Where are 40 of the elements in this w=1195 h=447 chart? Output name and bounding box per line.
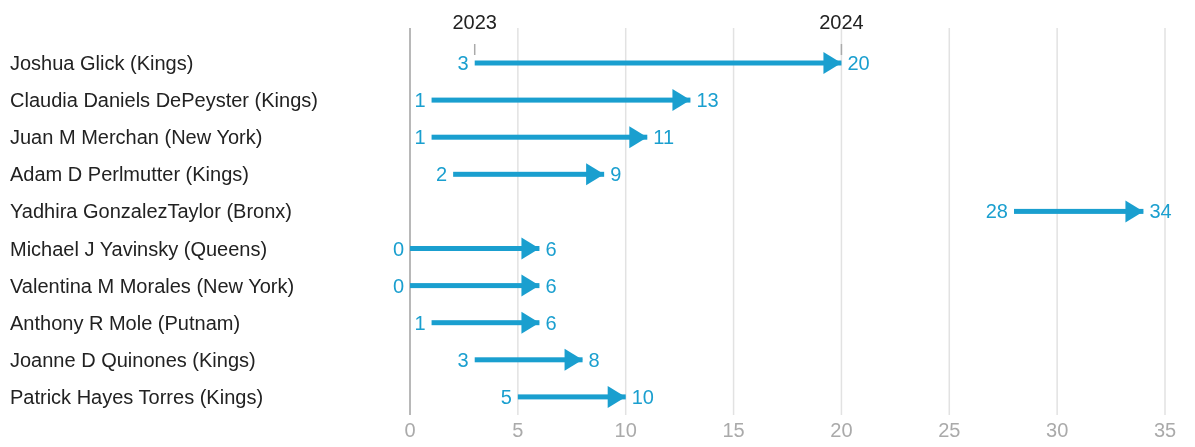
data-label: 13 — [696, 89, 719, 112]
annotation: 1 — [414, 89, 426, 112]
y-tick-label: Michael J Yavinsky (Queens) — [10, 237, 268, 260]
data-label: 11 — [653, 126, 675, 149]
annotation: 2023 — [452, 11, 497, 33]
y-tick-label: Valentina M Morales (New York) — [10, 274, 295, 297]
data-label: 6 — [545, 311, 557, 334]
annotation: 0 — [392, 237, 404, 260]
data-label: 8 — [588, 348, 600, 371]
x-tick-label: 5 — [512, 418, 524, 441]
data-label: 20 — [847, 52, 870, 74]
data-label: 6 — [545, 237, 557, 260]
data-label: 10 — [631, 385, 654, 408]
x-tick-label: 35 — [1153, 418, 1177, 441]
annotation: 2024 — [819, 11, 864, 33]
y-tick-label: Joshua Glick (Kings) — [10, 52, 194, 74]
data-label: 6 — [545, 274, 557, 297]
annotation: 2 — [436, 163, 448, 186]
annotation: 28 — [985, 200, 1008, 223]
y-tick-label: Joanne D Quinones (Kings) — [10, 348, 256, 371]
data-label: 34 — [1149, 200, 1172, 223]
annotation: 1 — [414, 311, 426, 334]
y-tick-label: Juan M Merchan (New York) — [10, 126, 263, 149]
annotation: 3 — [457, 52, 469, 74]
y-tick-label: Adam D Perlmutter (Kings) — [10, 163, 249, 186]
annotation: 5 — [500, 385, 512, 408]
x-tick-label: 30 — [1046, 418, 1069, 441]
y-tick-label: Anthony R Mole (Putnam) — [10, 311, 241, 334]
x-tick-label: 25 — [938, 418, 961, 441]
x-tick-label: 10 — [614, 418, 637, 441]
x-tick-label: 0 — [404, 418, 416, 441]
annotation: 3 — [457, 348, 469, 371]
annotation: 0 — [392, 274, 404, 297]
y-tick-label: Yadhira GonzalezTaylor (Bronx) — [10, 200, 292, 223]
x-tick-label: 20 — [830, 418, 853, 441]
annotation: 1 — [414, 126, 426, 149]
y-tick-label: Patrick Hayes Torres (Kings) — [10, 385, 264, 408]
x-tick-label: 15 — [722, 418, 745, 441]
y-tick-label: Claudia Daniels DePeyster (Kings) — [10, 89, 318, 112]
data-label: 9 — [610, 163, 622, 186]
